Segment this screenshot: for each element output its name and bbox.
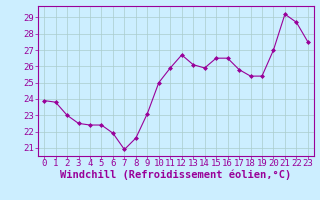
X-axis label: Windchill (Refroidissement éolien,°C): Windchill (Refroidissement éolien,°C) [60, 169, 292, 180]
